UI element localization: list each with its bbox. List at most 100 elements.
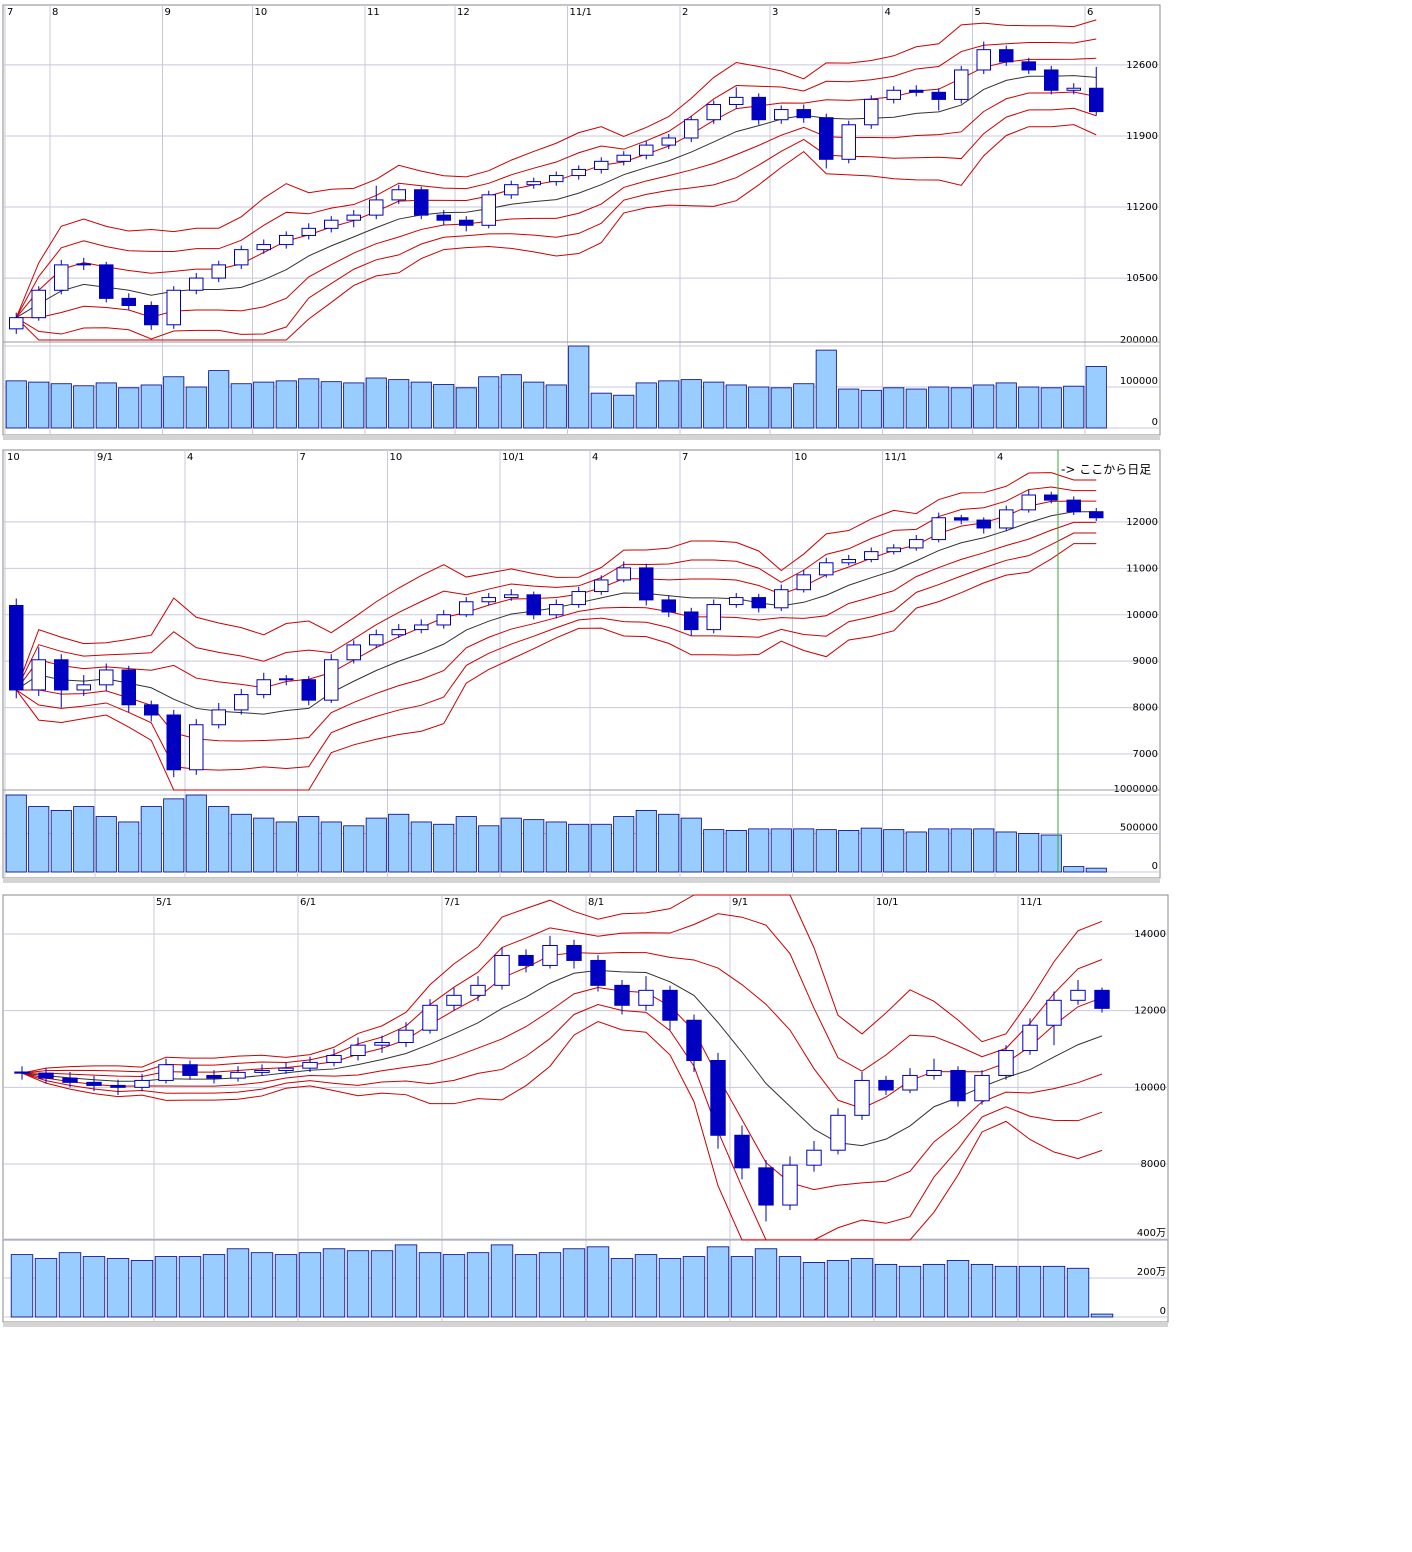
candle-body — [346, 214, 361, 221]
volume-bar — [680, 379, 702, 429]
x-tick-label: 9 — [165, 7, 171, 18]
scrollbar — [3, 1322, 1168, 1327]
volume-bar — [73, 385, 95, 429]
candle-body — [144, 304, 159, 326]
volume-tick-label: 0 — [1160, 1306, 1166, 1317]
x-tick-label: 5/1 — [156, 897, 172, 908]
candle-body — [571, 591, 586, 606]
x-tick-label: 12 — [457, 7, 470, 18]
volume-bar — [703, 829, 725, 873]
candle-body — [1089, 87, 1104, 113]
volume-bar — [658, 813, 680, 873]
candle-body — [542, 944, 558, 966]
candle-body — [571, 168, 586, 177]
volume-bar — [905, 831, 927, 873]
candle-body — [774, 589, 789, 609]
candle-body — [324, 219, 339, 229]
volume-bar — [682, 1256, 706, 1318]
x-tick-label: 4 — [885, 7, 891, 18]
volume-bar — [5, 794, 27, 873]
volume-bar — [562, 1248, 586, 1318]
volume-bar — [343, 382, 365, 429]
volume-bar — [754, 1248, 778, 1318]
candle-body — [909, 539, 924, 549]
volume-bar — [793, 383, 815, 429]
volume-bar — [208, 370, 230, 429]
x-tick-label: 2 — [682, 7, 688, 18]
volume-bar — [322, 1248, 346, 1318]
volume-bar — [346, 1250, 370, 1318]
volume-bar — [178, 1256, 202, 1318]
candle-body — [751, 96, 766, 121]
candle-body — [494, 954, 510, 986]
candle-body — [782, 1164, 798, 1206]
volume-bar — [613, 394, 635, 429]
scrollbar — [3, 435, 1160, 440]
moving-average — [21, 969, 1103, 1147]
volume-bar — [298, 1252, 322, 1318]
candle-body — [470, 984, 486, 996]
scrollbar — [3, 878, 1160, 883]
candle-body — [1044, 494, 1059, 501]
candle-body — [346, 644, 361, 661]
volume-bar — [545, 821, 567, 873]
volume-bar — [815, 349, 837, 429]
candle-body — [526, 181, 541, 186]
candle-body — [758, 1167, 774, 1206]
candle-body — [774, 109, 789, 121]
candle-body — [931, 91, 946, 100]
candle-body — [796, 574, 811, 591]
candle-body — [976, 519, 991, 529]
candle-body — [684, 611, 699, 631]
candle-body — [886, 547, 901, 553]
candle-body — [230, 1071, 246, 1079]
volume-bar — [163, 376, 185, 429]
volume-bar — [793, 828, 815, 873]
volume-bar — [973, 828, 995, 873]
candle-body — [1066, 499, 1081, 513]
volume-bar — [388, 379, 410, 429]
x-tick-label: 10 — [255, 7, 268, 18]
candle-body — [518, 954, 534, 966]
volume-bar — [1085, 366, 1107, 429]
candle-body — [211, 264, 226, 279]
volume-bar — [1018, 1265, 1042, 1318]
candle-body — [616, 567, 631, 581]
volume-bar — [455, 816, 477, 873]
x-tick-label: 10 — [7, 452, 20, 463]
x-tick-label: 10 — [390, 452, 403, 463]
volume-bar — [523, 381, 545, 429]
candle-body — [999, 509, 1014, 529]
volume-bar — [10, 1254, 34, 1318]
candle-body — [909, 89, 924, 93]
volume-bar — [523, 819, 545, 873]
volume-bar — [1085, 867, 1107, 873]
x-tick-label: 4 — [997, 452, 1003, 463]
volume-bar — [922, 1263, 946, 1318]
y-tick-label: 8000 — [1133, 703, 1158, 714]
candle-body — [999, 49, 1014, 63]
candle-body — [864, 551, 879, 561]
candle-body — [1021, 494, 1036, 511]
bollinger-band — [15, 19, 1097, 318]
annotation: -> ここから日足 — [1061, 463, 1151, 477]
candle-body — [134, 1079, 150, 1088]
candle-body — [1070, 989, 1086, 1001]
candle-body — [902, 1074, 918, 1091]
volume-bar — [230, 813, 252, 873]
volume-bar — [590, 392, 612, 429]
candle-body — [254, 1069, 270, 1073]
bollinger-band — [15, 472, 1097, 691]
volume-bar — [838, 388, 860, 429]
volume-bar — [250, 1252, 274, 1318]
candle-body — [301, 227, 316, 236]
volume-bar — [140, 806, 162, 873]
candle-body — [189, 277, 204, 291]
candle-body — [31, 659, 46, 691]
volume-bar — [34, 1258, 58, 1318]
candle-body — [841, 124, 856, 160]
volume-bar — [230, 383, 252, 429]
volume-bar — [274, 1254, 298, 1318]
x-tick-label: 7 — [682, 452, 688, 463]
bollinger-band — [15, 543, 1097, 791]
